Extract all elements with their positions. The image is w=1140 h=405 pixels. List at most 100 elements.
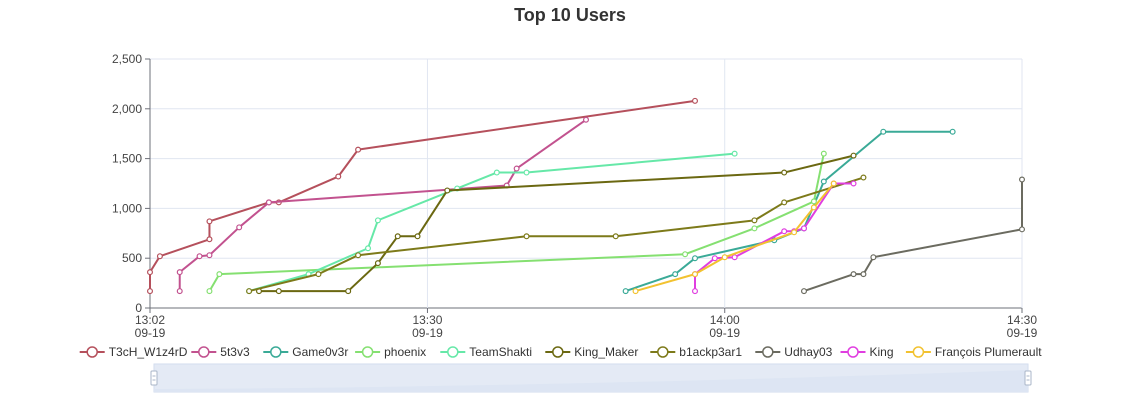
data-point[interactable]: [850, 152, 857, 159]
legend-item[interactable]: François Plumerault: [905, 345, 1042, 359]
data-point[interactable]: [582, 116, 589, 123]
data-point[interactable]: [731, 254, 738, 261]
data-point[interactable]: [870, 254, 877, 261]
data-point[interactable]: [523, 233, 530, 240]
data-point[interactable]: [315, 271, 322, 278]
data-point[interactable]: [731, 150, 738, 157]
legend: T3cH_W1z4rD 5t3v3 Game0v3r phoenix TeamShakt…: [79, 345, 1042, 359]
legend-marker-icon: [447, 346, 459, 358]
data-point[interactable]: [374, 260, 381, 267]
x-tick-label: 14:00: [710, 313, 740, 327]
data-point[interactable]: [444, 187, 451, 194]
data-point[interactable]: [1018, 176, 1025, 183]
data-point[interactable]: [711, 255, 718, 262]
series-udhay03: [800, 176, 1025, 295]
data-point[interactable]: [206, 288, 213, 295]
data-point[interactable]: [791, 229, 798, 236]
data-point[interactable]: [691, 255, 698, 262]
data-point[interactable]: [365, 245, 372, 252]
data-point[interactable]: [632, 288, 639, 295]
legend-item[interactable]: Game0v3r: [263, 345, 348, 359]
data-point[interactable]: [810, 204, 817, 211]
data-point[interactable]: [523, 169, 530, 176]
data-zoom-slider[interactable]: [150, 363, 1032, 393]
data-point[interactable]: [751, 217, 758, 224]
legend-label: b1ackp3ar1: [679, 345, 742, 359]
data-point[interactable]: [345, 288, 352, 295]
data-point[interactable]: [691, 271, 698, 278]
legend-item[interactable]: King_Maker: [545, 345, 638, 359]
series-fran-ois-plumerault: [632, 180, 837, 295]
legend-item[interactable]: TeamShakti: [440, 345, 532, 359]
series-line: [248, 152, 735, 293]
data-point[interactable]: [830, 180, 837, 187]
data-point[interactable]: [800, 225, 807, 232]
data-point[interactable]: [691, 288, 698, 295]
data-point[interactable]: [800, 288, 807, 295]
data-point[interactable]: [335, 173, 342, 180]
data-point[interactable]: [394, 233, 401, 240]
data-point[interactable]: [176, 288, 183, 295]
legend-item[interactable]: Udhay03: [755, 345, 833, 359]
data-point[interactable]: [682, 251, 689, 258]
data-point[interactable]: [949, 128, 956, 135]
data-point[interactable]: [850, 271, 857, 278]
data-point[interactable]: [206, 218, 213, 225]
series-lines: [147, 97, 1025, 295]
data-point[interactable]: [216, 271, 223, 278]
data-point[interactable]: [781, 228, 788, 235]
data-point[interactable]: [672, 271, 679, 278]
data-point[interactable]: [355, 146, 362, 153]
data-point[interactable]: [176, 269, 183, 276]
data-point[interactable]: [275, 288, 282, 295]
y-tick-label: 1,500: [112, 152, 142, 166]
data-point[interactable]: [850, 180, 857, 187]
data-point[interactable]: [236, 224, 243, 231]
legend-label: phoenix: [384, 345, 426, 359]
data-point[interactable]: [820, 178, 827, 185]
legend-item[interactable]: b1ackp3ar1: [650, 345, 742, 359]
data-point[interactable]: [513, 165, 520, 172]
series-line: [625, 130, 953, 293]
data-point[interactable]: [355, 252, 362, 259]
series-line: [803, 179, 1023, 293]
data-point[interactable]: [1018, 226, 1025, 233]
data-point[interactable]: [147, 269, 154, 276]
zoom-right-handle[interactable]: [1024, 370, 1032, 386]
data-point[interactable]: [206, 252, 213, 259]
data-point[interactable]: [196, 253, 203, 260]
data-point[interactable]: [781, 199, 788, 206]
data-point[interactable]: [880, 128, 887, 135]
series-line: [149, 99, 696, 292]
legend-label: 5t3v3: [220, 345, 250, 359]
zoom-selection[interactable]: [154, 364, 1028, 392]
data-point[interactable]: [374, 217, 381, 224]
data-point[interactable]: [246, 288, 253, 295]
zoom-left-handle[interactable]: [150, 370, 158, 386]
data-point[interactable]: [751, 225, 758, 232]
legend-marker-icon: [912, 346, 925, 358]
data-point[interactable]: [156, 253, 163, 260]
legend-item[interactable]: 5t3v3: [191, 345, 250, 359]
x-tick-label: 14:30: [1007, 313, 1037, 327]
data-point[interactable]: [860, 174, 867, 181]
legend-marker-icon: [847, 346, 859, 358]
data-point[interactable]: [265, 199, 272, 206]
data-point[interactable]: [781, 169, 788, 176]
legend-item[interactable]: phoenix: [355, 345, 426, 359]
data-point[interactable]: [810, 198, 817, 205]
data-point[interactable]: [612, 233, 619, 240]
data-point[interactable]: [721, 254, 728, 261]
data-point[interactable]: [691, 97, 698, 104]
x-tick-date-label: 09-19: [412, 326, 443, 340]
data-point[interactable]: [414, 233, 421, 240]
data-point[interactable]: [493, 169, 500, 176]
data-point[interactable]: [206, 236, 213, 243]
data-point[interactable]: [622, 288, 629, 295]
series-line: [635, 182, 835, 293]
legend-item[interactable]: T3cH_W1z4rD: [79, 345, 188, 359]
legend-item[interactable]: King: [840, 345, 894, 359]
data-point[interactable]: [820, 150, 827, 157]
data-point[interactable]: [860, 271, 867, 278]
data-point[interactable]: [147, 288, 154, 295]
